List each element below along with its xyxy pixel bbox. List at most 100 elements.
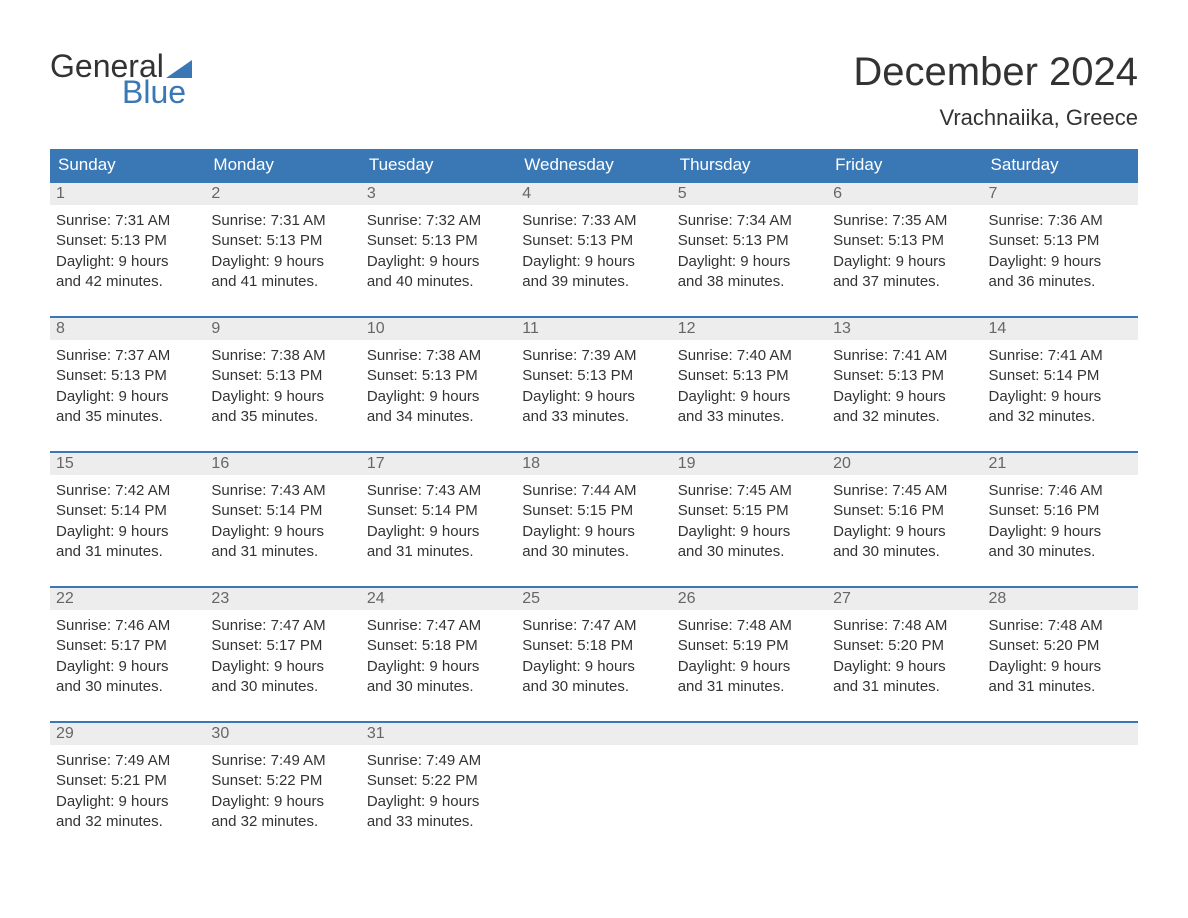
day-number: 31 xyxy=(361,723,516,745)
sunset-line: Sunset: 5:13 PM xyxy=(678,366,821,386)
weekday-label: Wednesday xyxy=(516,149,671,181)
sunrise-line: Sunrise: 7:48 AM xyxy=(678,616,821,636)
logo-word2: Blue xyxy=(50,76,192,108)
day-number: 19 xyxy=(672,453,827,475)
day-number: 4 xyxy=(516,183,671,205)
daylight-line1: Daylight: 9 hours xyxy=(522,522,665,542)
day-number: 2 xyxy=(205,183,360,205)
daylight-line1: Daylight: 9 hours xyxy=(367,657,510,677)
day-number: 8 xyxy=(50,318,205,340)
day-number: 20 xyxy=(827,453,982,475)
sunrise-line: Sunrise: 7:38 AM xyxy=(211,346,354,366)
daylight-line2: and 38 minutes. xyxy=(678,272,821,292)
day-number: 10 xyxy=(361,318,516,340)
sunset-line: Sunset: 5:14 PM xyxy=(367,501,510,521)
daylight-line1: Daylight: 9 hours xyxy=(678,387,821,407)
header: General Blue December 2024 Vrachnaiika, … xyxy=(50,50,1138,141)
daylight-line2: and 31 minutes. xyxy=(211,542,354,562)
sunrise-line: Sunrise: 7:33 AM xyxy=(522,211,665,231)
daylight-line1: Daylight: 9 hours xyxy=(678,657,821,677)
day-cell: 6Sunrise: 7:35 AMSunset: 5:13 PMDaylight… xyxy=(827,183,982,298)
sunset-line: Sunset: 5:13 PM xyxy=(56,231,199,251)
day-cell: . xyxy=(827,723,982,838)
day-number: 11 xyxy=(516,318,671,340)
daylight-line2: and 32 minutes. xyxy=(56,812,199,832)
day-body: Sunrise: 7:34 AMSunset: 5:13 PMDaylight:… xyxy=(672,205,827,298)
day-body: Sunrise: 7:48 AMSunset: 5:19 PMDaylight:… xyxy=(672,610,827,703)
sunset-line: Sunset: 5:14 PM xyxy=(211,501,354,521)
day-number: 3 xyxy=(361,183,516,205)
sunset-line: Sunset: 5:13 PM xyxy=(522,231,665,251)
daylight-line1: Daylight: 9 hours xyxy=(678,522,821,542)
day-number: 15 xyxy=(50,453,205,475)
sunrise-line: Sunrise: 7:45 AM xyxy=(833,481,976,501)
day-number: . xyxy=(516,723,671,745)
day-cell: 7Sunrise: 7:36 AMSunset: 5:13 PMDaylight… xyxy=(983,183,1138,298)
daylight-line2: and 34 minutes. xyxy=(367,407,510,427)
day-number: . xyxy=(983,723,1138,745)
daylight-line2: and 35 minutes. xyxy=(211,407,354,427)
sunset-line: Sunset: 5:13 PM xyxy=(522,366,665,386)
sunrise-line: Sunrise: 7:32 AM xyxy=(367,211,510,231)
daylight-line1: Daylight: 9 hours xyxy=(833,657,976,677)
day-cell: 16Sunrise: 7:43 AMSunset: 5:14 PMDayligh… xyxy=(205,453,360,568)
sunset-line: Sunset: 5:13 PM xyxy=(211,366,354,386)
daylight-line2: and 30 minutes. xyxy=(522,542,665,562)
day-cell: 8Sunrise: 7:37 AMSunset: 5:13 PMDaylight… xyxy=(50,318,205,433)
daylight-line1: Daylight: 9 hours xyxy=(211,387,354,407)
day-body: Sunrise: 7:46 AMSunset: 5:17 PMDaylight:… xyxy=(50,610,205,703)
daylight-line1: Daylight: 9 hours xyxy=(56,252,199,272)
sunrise-line: Sunrise: 7:45 AM xyxy=(678,481,821,501)
daylight-line2: and 30 minutes. xyxy=(211,677,354,697)
sunset-line: Sunset: 5:14 PM xyxy=(989,366,1132,386)
daylight-line2: and 31 minutes. xyxy=(56,542,199,562)
day-body: Sunrise: 7:38 AMSunset: 5:13 PMDaylight:… xyxy=(205,340,360,433)
day-number: 5 xyxy=(672,183,827,205)
daylight-line1: Daylight: 9 hours xyxy=(211,657,354,677)
sunset-line: Sunset: 5:18 PM xyxy=(367,636,510,656)
weekday-header: Sunday Monday Tuesday Wednesday Thursday… xyxy=(50,149,1138,181)
weekday-label: Thursday xyxy=(672,149,827,181)
sunrise-line: Sunrise: 7:43 AM xyxy=(211,481,354,501)
day-cell: 12Sunrise: 7:40 AMSunset: 5:13 PMDayligh… xyxy=(672,318,827,433)
day-number: 18 xyxy=(516,453,671,475)
logo: General Blue xyxy=(50,50,192,108)
sunrise-line: Sunrise: 7:47 AM xyxy=(367,616,510,636)
day-body: Sunrise: 7:38 AMSunset: 5:13 PMDaylight:… xyxy=(361,340,516,433)
daylight-line1: Daylight: 9 hours xyxy=(367,522,510,542)
daylight-line1: Daylight: 9 hours xyxy=(522,252,665,272)
sunrise-line: Sunrise: 7:31 AM xyxy=(56,211,199,231)
day-body: Sunrise: 7:44 AMSunset: 5:15 PMDaylight:… xyxy=(516,475,671,568)
week-row: 8Sunrise: 7:37 AMSunset: 5:13 PMDaylight… xyxy=(50,316,1138,433)
daylight-line1: Daylight: 9 hours xyxy=(833,387,976,407)
day-body: Sunrise: 7:45 AMSunset: 5:16 PMDaylight:… xyxy=(827,475,982,568)
day-number: 1 xyxy=(50,183,205,205)
daylight-line1: Daylight: 9 hours xyxy=(211,522,354,542)
daylight-line2: and 37 minutes. xyxy=(833,272,976,292)
sunset-line: Sunset: 5:19 PM xyxy=(678,636,821,656)
day-number: . xyxy=(672,723,827,745)
day-cell: 11Sunrise: 7:39 AMSunset: 5:13 PMDayligh… xyxy=(516,318,671,433)
day-body xyxy=(827,745,982,825)
day-body: Sunrise: 7:31 AMSunset: 5:13 PMDaylight:… xyxy=(50,205,205,298)
daylight-line2: and 33 minutes. xyxy=(367,812,510,832)
daylight-line1: Daylight: 9 hours xyxy=(833,252,976,272)
day-number: 24 xyxy=(361,588,516,610)
day-body: Sunrise: 7:47 AMSunset: 5:18 PMDaylight:… xyxy=(516,610,671,703)
sunrise-line: Sunrise: 7:35 AM xyxy=(833,211,976,231)
day-body: Sunrise: 7:45 AMSunset: 5:15 PMDaylight:… xyxy=(672,475,827,568)
sunrise-line: Sunrise: 7:46 AM xyxy=(56,616,199,636)
day-body: Sunrise: 7:32 AMSunset: 5:13 PMDaylight:… xyxy=(361,205,516,298)
title-block: December 2024 Vrachnaiika, Greece xyxy=(853,50,1138,141)
day-cell: 18Sunrise: 7:44 AMSunset: 5:15 PMDayligh… xyxy=(516,453,671,568)
day-body: Sunrise: 7:49 AMSunset: 5:22 PMDaylight:… xyxy=(205,745,360,838)
day-cell: 9Sunrise: 7:38 AMSunset: 5:13 PMDaylight… xyxy=(205,318,360,433)
day-body: Sunrise: 7:47 AMSunset: 5:18 PMDaylight:… xyxy=(361,610,516,703)
daylight-line1: Daylight: 9 hours xyxy=(522,387,665,407)
sunset-line: Sunset: 5:20 PM xyxy=(989,636,1132,656)
day-body: Sunrise: 7:41 AMSunset: 5:14 PMDaylight:… xyxy=(983,340,1138,433)
day-number: 13 xyxy=(827,318,982,340)
week-row: 1Sunrise: 7:31 AMSunset: 5:13 PMDaylight… xyxy=(50,181,1138,298)
weekday-label: Sunday xyxy=(50,149,205,181)
day-cell: 20Sunrise: 7:45 AMSunset: 5:16 PMDayligh… xyxy=(827,453,982,568)
